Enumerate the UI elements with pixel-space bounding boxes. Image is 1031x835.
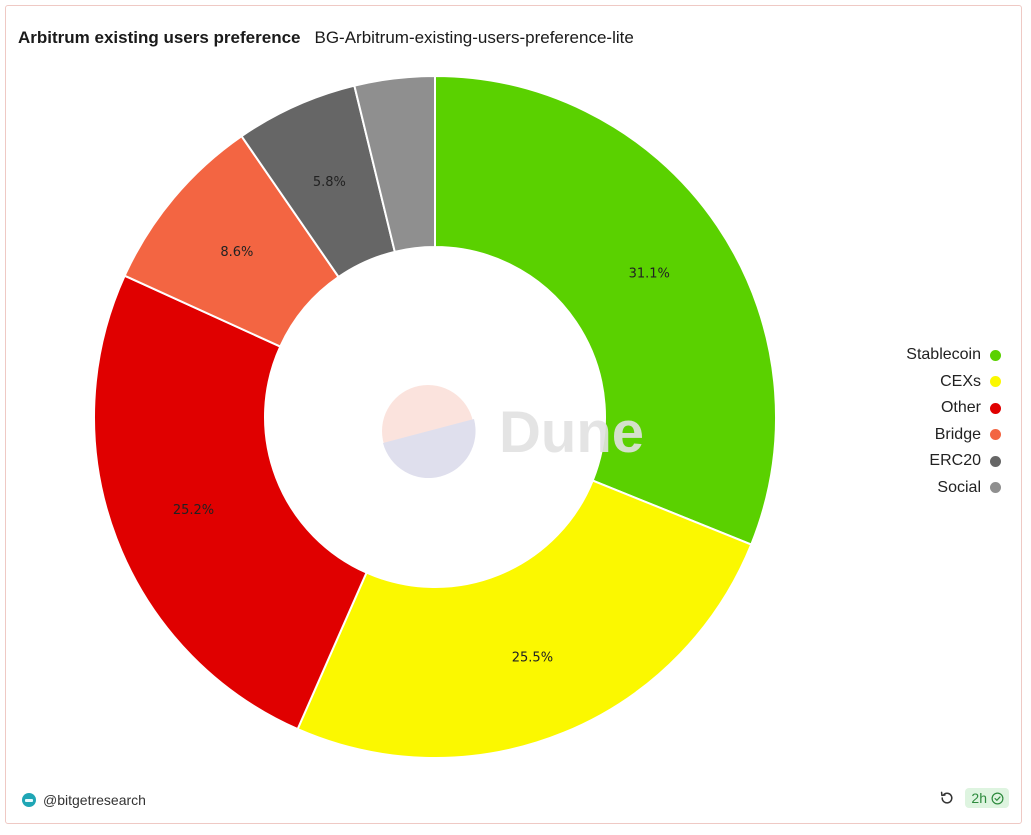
legend-swatch bbox=[990, 402, 1001, 414]
footer-actions: 2h bbox=[939, 788, 1009, 808]
legend-label: CEXs bbox=[940, 372, 981, 390]
slice-label-stablecoin: 31.1% bbox=[629, 266, 670, 281]
chart-title: Arbitrum existing users preference bbox=[18, 28, 301, 47]
slice-label-other: 25.2% bbox=[173, 503, 214, 518]
slice-label-cexs: 25.5% bbox=[512, 650, 553, 665]
watermark-text: Dune bbox=[499, 400, 644, 465]
author-info[interactable]: @bitgetresearch bbox=[22, 792, 146, 808]
slice-label-bridge: 8.6% bbox=[220, 245, 253, 260]
legend-label: Social bbox=[937, 478, 981, 496]
author-handle[interactable]: @bitgetresearch bbox=[43, 792, 146, 808]
legend-item-stablecoin[interactable]: Stablecoin bbox=[906, 342, 1001, 369]
legend-swatch bbox=[990, 482, 1001, 494]
chart-header: Arbitrum existing users preference BG-Ar… bbox=[18, 28, 634, 48]
query-name[interactable]: BG-Arbitrum-existing-users-preference-li… bbox=[314, 28, 634, 47]
legend-item-social[interactable]: Social bbox=[937, 475, 1001, 502]
legend-item-bridge[interactable]: Bridge bbox=[935, 422, 1001, 449]
author-avatar bbox=[22, 793, 36, 807]
legend-label: Bridge bbox=[934, 425, 981, 443]
legend-item-cexs[interactable]: CEXs bbox=[940, 369, 1001, 396]
slice-label-erc20: 5.8% bbox=[313, 175, 346, 190]
chart-legend: Stablecoin CEXs Other Bridge ERC20 Social bbox=[906, 342, 1001, 501]
dune-watermark: Dune bbox=[382, 385, 644, 479]
refresh-icon[interactable] bbox=[939, 790, 955, 806]
legend-item-other[interactable]: Other bbox=[941, 395, 1001, 422]
legend-label: Stablecoin bbox=[906, 346, 981, 364]
legend-item-erc20[interactable]: ERC20 bbox=[929, 448, 1001, 475]
legend-label: ERC20 bbox=[929, 452, 981, 470]
legend-label: Other bbox=[940, 399, 981, 417]
slice-stablecoin[interactable] bbox=[434, 74, 777, 546]
legend-swatch bbox=[990, 376, 1001, 388]
chart-card: Arbitrum existing users preference BG-Ar… bbox=[5, 5, 1022, 824]
legend-swatch bbox=[990, 429, 1001, 441]
slice-other[interactable] bbox=[93, 274, 368, 731]
check-circle-icon bbox=[991, 792, 1004, 804]
legend-swatch bbox=[990, 349, 1001, 361]
legend-swatch bbox=[990, 455, 1001, 467]
slice-social[interactable] bbox=[353, 74, 436, 254]
donut-chart: 31.1% 25.5% 25.2% 8.6% 5.8% Dune bbox=[93, 74, 777, 759]
slice-cexs[interactable] bbox=[296, 479, 753, 759]
freshness-badge: 2h bbox=[965, 788, 1009, 808]
freshness-age: 2h bbox=[971, 790, 987, 806]
